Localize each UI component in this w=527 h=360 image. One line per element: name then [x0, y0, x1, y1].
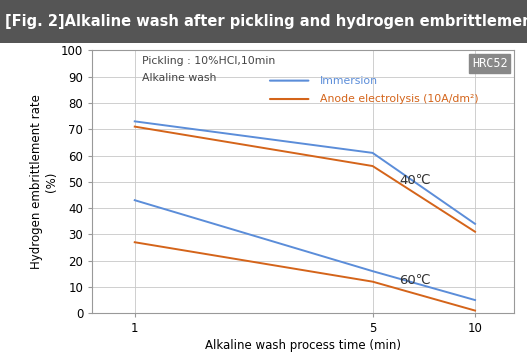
Text: Immersion: Immersion [320, 76, 378, 86]
Y-axis label: Hydrogen embrittlement rate
(%): Hydrogen embrittlement rate (%) [30, 94, 58, 269]
Text: Pickling : 10%HCl,10min: Pickling : 10%HCl,10min [142, 56, 275, 66]
Text: 60℃: 60℃ [399, 274, 431, 287]
Text: Alkaline wash: Alkaline wash [142, 73, 216, 83]
X-axis label: Alkaline wash process time (min): Alkaline wash process time (min) [205, 339, 401, 352]
Text: Anode electrolysis (10A/dm²): Anode electrolysis (10A/dm²) [320, 94, 479, 104]
Text: HRC52: HRC52 [472, 57, 508, 70]
Text: [Fig. 2]Alkaline wash after pickling and hydrogen embrittlement: [Fig. 2]Alkaline wash after pickling and… [5, 14, 527, 29]
Text: 40℃: 40℃ [399, 175, 431, 188]
